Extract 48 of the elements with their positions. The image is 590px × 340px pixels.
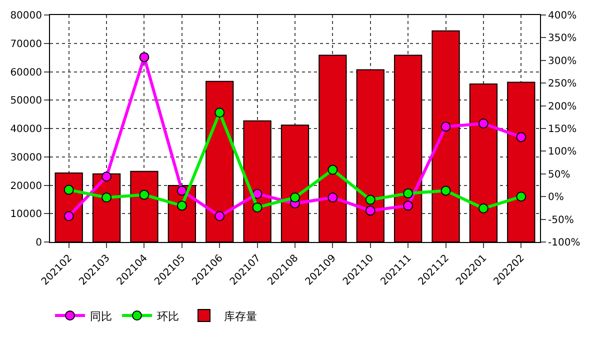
point [139, 52, 150, 62]
y2-tick-label: 0% [548, 192, 564, 204]
point [328, 164, 338, 175]
y2-tick-label: -50% [548, 214, 574, 226]
y2-tick-label: 100% [548, 146, 577, 158]
point [403, 200, 414, 211]
legend-label: 库存量 [224, 310, 257, 323]
point [176, 200, 187, 211]
y2-tick-label: 300% [548, 56, 577, 67]
y-tick-label: 80000 [10, 10, 42, 22]
point [403, 188, 414, 198]
y2-tick-label: -100% [548, 238, 580, 248]
legend-label: 同比 [90, 310, 112, 323]
point [64, 211, 74, 222]
point [139, 190, 150, 200]
y2-tick-label: 350% [548, 33, 577, 44]
y-tick-label: 70000 [10, 38, 42, 50]
point [365, 206, 376, 216]
point [516, 132, 526, 142]
y-tick-label: 10000 [10, 209, 42, 220]
point [440, 122, 451, 132]
point [102, 192, 112, 203]
y-tick-label: 60000 [10, 67, 42, 78]
point [64, 184, 74, 195]
y-tick-label: 50000 [10, 96, 42, 107]
y2-tick-label: 400% [548, 10, 577, 22]
point [214, 108, 225, 118]
point [516, 192, 526, 202]
point [290, 192, 300, 203]
point [328, 192, 338, 203]
legend-label: 环比 [157, 310, 179, 323]
y2-tick-label: 150% [548, 124, 577, 135]
point [214, 211, 225, 222]
y2-tick-label: 250% [548, 78, 577, 90]
point [440, 186, 451, 196]
point [478, 203, 488, 214]
y2-tick-label: 50% [548, 169, 570, 180]
point [176, 186, 187, 196]
y-tick-label: 40000 [10, 124, 42, 135]
point [478, 118, 488, 129]
y-tick-label: 0 [36, 238, 42, 248]
y2-tick-label: 200% [548, 101, 577, 112]
point [252, 188, 262, 199]
point [252, 202, 262, 212]
point [365, 194, 376, 205]
y-tick-label: 20000 [10, 180, 42, 192]
point [102, 172, 112, 182]
y-tick-label: 30000 [10, 152, 42, 164]
